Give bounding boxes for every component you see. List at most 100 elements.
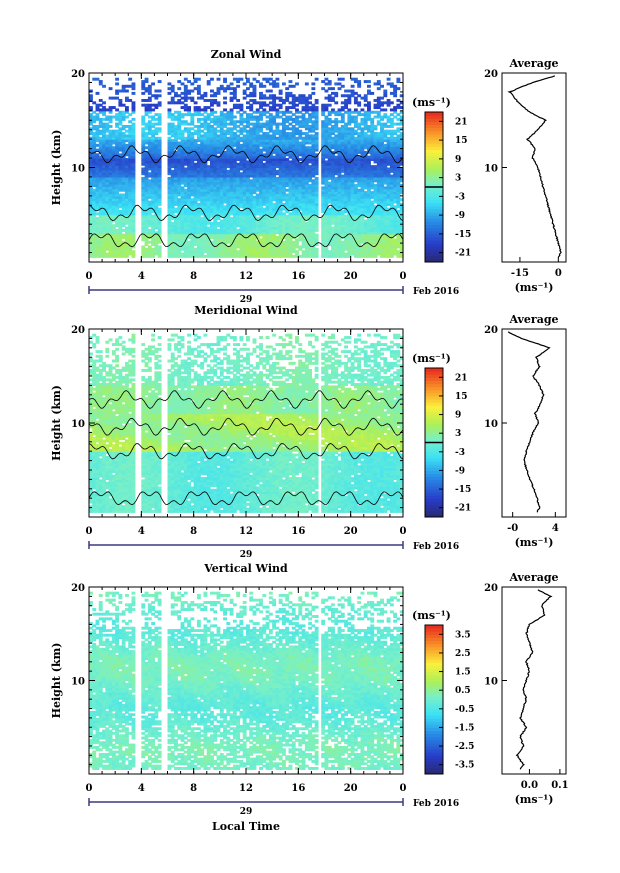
heatmap-cell [249, 103, 254, 107]
heatmap-cell [154, 139, 159, 143]
heatmap-cell [236, 153, 241, 157]
heatmap-cell [180, 193, 185, 197]
heatmap-cell [246, 198, 250, 202]
heatmap-cell [226, 188, 231, 192]
heatmap-cell [131, 150, 136, 154]
heatmap-cell [95, 155, 100, 159]
heatmap-cell [151, 224, 156, 228]
heatmap-cell [252, 250, 257, 254]
heatmap-cell [213, 233, 218, 237]
heatmap-cell [252, 181, 257, 185]
heatmap-cell [167, 188, 172, 192]
heatmap-cell [105, 224, 110, 228]
heatmap-cell [167, 200, 172, 204]
heatmap-cell [252, 200, 257, 204]
heatmap-cell [190, 179, 195, 183]
heatmap-cell [128, 129, 133, 133]
heatmap-cell [242, 228, 247, 232]
heatmap-cell [118, 212, 123, 216]
heatmap-cell [177, 233, 182, 237]
heatmap-cell [200, 238, 205, 242]
heatmap-cell [92, 219, 97, 223]
heatmap-cell [118, 224, 123, 228]
heatmap-cell [167, 169, 172, 173]
heatmap-cell [190, 245, 195, 249]
heatmap-cell [167, 221, 172, 225]
heatmap-cell [115, 224, 120, 228]
heatmap-cell [128, 226, 133, 230]
heatmap-cell [265, 176, 270, 180]
heatmap-cell [213, 188, 218, 192]
heatmap-cell [144, 214, 149, 218]
heatmap-cell [203, 179, 208, 183]
heatmap-cell [196, 174, 201, 178]
heatmap-cell [131, 165, 136, 169]
heatmap-cell [141, 250, 146, 254]
heatmap-cell [259, 167, 263, 171]
heatmap-cell [108, 108, 113, 112]
heatmap-cell [147, 146, 152, 150]
heatmap-cell [236, 172, 241, 176]
heatmap-cell [255, 124, 260, 128]
heatmap-cell [242, 139, 247, 143]
heatmap-cell [249, 228, 254, 232]
heatmap-cell [242, 231, 247, 235]
heatmap-cell [203, 219, 208, 223]
heatmap-cell [167, 101, 172, 105]
heatmap-cell [213, 219, 218, 223]
heatmap-cell [216, 202, 221, 206]
heatmap-cell [200, 217, 205, 221]
heatmap-cell [92, 200, 97, 204]
heatmap-cell [151, 186, 156, 190]
heatmap-cell [151, 193, 156, 197]
heatmap-cell [174, 193, 178, 197]
heatmap-cell [200, 179, 205, 183]
heatmap-cell [226, 169, 231, 173]
heatmap-cell [144, 217, 149, 221]
heatmap-cell [105, 129, 110, 133]
heatmap-cell [115, 195, 120, 199]
heatmap-cell [246, 231, 250, 235]
heatmap-cell [206, 124, 211, 128]
heatmap-cell [157, 186, 162, 190]
heatmap-cell [144, 193, 149, 197]
heatmap-cell [255, 217, 260, 221]
heatmap-cell [183, 198, 188, 202]
heatmap-cell [121, 143, 126, 147]
heatmap-cell [226, 176, 231, 180]
heatmap-cell [95, 176, 100, 180]
heatmap-cell [259, 224, 263, 228]
heatmap-cell [102, 198, 106, 202]
heatmap-cell [115, 217, 120, 221]
heatmap-cell [174, 214, 178, 218]
heatmap-cell [187, 210, 191, 213]
heatmap-cell [187, 228, 191, 232]
heatmap-cell [147, 250, 152, 254]
heatmap-cell [200, 200, 205, 204]
heatmap-cell [115, 228, 120, 232]
heatmap-cell [105, 254, 110, 258]
heatmap-cell [193, 202, 198, 206]
heatmap-cell [141, 129, 146, 133]
heatmap-cell [236, 228, 241, 232]
heatmap-cell [203, 94, 208, 98]
heatmap-cell [232, 158, 237, 162]
heatmap-cell [177, 132, 182, 136]
heatmap-cell [89, 153, 93, 157]
heatmap-cell [268, 238, 273, 242]
heatmap-cell [151, 228, 156, 232]
heatmap-cell [105, 141, 110, 145]
heatmap-cell [95, 160, 100, 164]
heatmap-cell [170, 198, 175, 202]
heatmap-cell [252, 224, 257, 228]
heatmap-cell [180, 198, 185, 202]
heatmap-cell [246, 252, 250, 256]
heatmap-cell [190, 202, 195, 206]
heatmap-cell [131, 188, 136, 192]
heatmap-cell [128, 132, 133, 136]
heatmap-cell [124, 207, 129, 211]
heatmap-cell [223, 184, 227, 187]
heatmap-cell [210, 129, 214, 133]
heatmap-cell [92, 167, 97, 171]
heatmap-cell [89, 127, 93, 131]
